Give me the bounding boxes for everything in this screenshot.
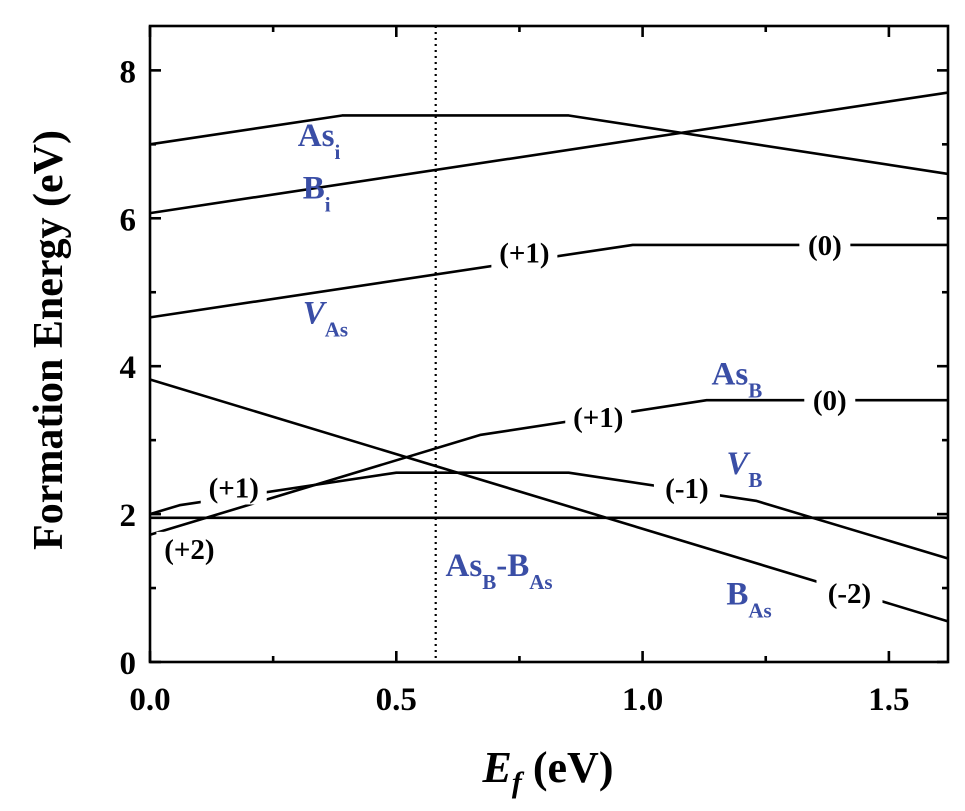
charge-state-label-bg: [565, 400, 632, 435]
ticks-layer: 0.0 0.5 1.0 1.5 0 2 4 6 8: [120, 26, 948, 718]
series-label-as-b-b-as: AsB-BAs: [446, 548, 553, 594]
charge-state-labels-layer: (+1) (0) (+1) (0) (+1) (-1) (+2) (-2): [156, 227, 883, 611]
charge-state-label: (+1): [499, 237, 549, 269]
y-tick-label: 0: [120, 646, 137, 682]
charge-state-label-bg: [156, 531, 223, 566]
series-label-main: B: [726, 576, 748, 612]
series-line-v-b: [149, 471, 949, 560]
charge-state-label: (-2): [828, 578, 871, 610]
x-tick-label: 0.5: [376, 682, 417, 718]
x-axis-title-main: E: [482, 743, 512, 792]
series-label-subscript: B: [748, 379, 762, 403]
charge-state-label-bg: [799, 227, 851, 262]
series-label-main: As: [298, 118, 335, 154]
charge-state-label-bg: [200, 470, 267, 505]
series-label-subscript: As: [748, 598, 771, 622]
series-label-subscript: As: [325, 317, 348, 341]
charge-state-label: (0): [813, 385, 847, 417]
series-line-as-b: [149, 398, 948, 537]
series-label-subscript: i: [325, 192, 331, 216]
x-tick-label: 0.0: [129, 682, 170, 718]
series-label-as-i: Asi: [298, 118, 341, 164]
y-tick-label: 8: [120, 54, 137, 90]
plot-frame: [148, 24, 950, 664]
series-label-main-2: -B: [496, 548, 529, 584]
series-label-subscript: B: [482, 570, 496, 594]
y-axis-title: Formation Energy (eV): [26, 130, 72, 550]
x-axis-title-unit: (eV): [522, 743, 614, 792]
charge-state-label-bg: [491, 235, 558, 270]
charge-state-label: (+1): [209, 472, 259, 504]
charge-state-label-bg: [804, 383, 856, 418]
charge-state-label: (-1): [665, 473, 708, 505]
series-line-b-i: [149, 91, 949, 215]
charge-state-label: (+2): [164, 534, 214, 566]
x-axis-title: Ef (eV): [482, 743, 614, 799]
series-label-b-as: BAs: [726, 576, 771, 622]
x-tick-label: 1.0: [622, 682, 663, 718]
series-label-v-as: VAs: [303, 295, 348, 341]
series-label-b-i: Bi: [303, 170, 331, 216]
series-label-main: B: [303, 170, 325, 206]
series-label-main: V: [726, 446, 751, 482]
charge-state-label-bg: [816, 576, 883, 611]
charge-state-label-bg: [653, 471, 720, 506]
series-label-main: As: [712, 357, 749, 393]
series-label-subscript: i: [334, 140, 340, 164]
series-label-v-b: VB: [726, 446, 762, 492]
series-label-as-b: AsB: [712, 357, 763, 403]
charge-state-label: (0): [808, 230, 842, 262]
x-tick-label: 1.5: [868, 682, 909, 718]
series-lines-layer: [149, 91, 949, 623]
x-axis-title-subscript: f: [512, 766, 525, 799]
series-label-main: V: [303, 295, 328, 331]
y-tick-label: 6: [120, 202, 137, 238]
y-tick-label: 2: [120, 498, 137, 534]
series-line-b-as: [149, 378, 949, 623]
series-line-as-i: [149, 114, 949, 176]
y-tick-label: 4: [120, 350, 137, 386]
series-label-subscript: B: [748, 468, 762, 492]
series-label-subscript-2: As: [529, 570, 552, 594]
charge-state-label: (+1): [573, 402, 623, 434]
series-label-main: As: [446, 548, 483, 584]
